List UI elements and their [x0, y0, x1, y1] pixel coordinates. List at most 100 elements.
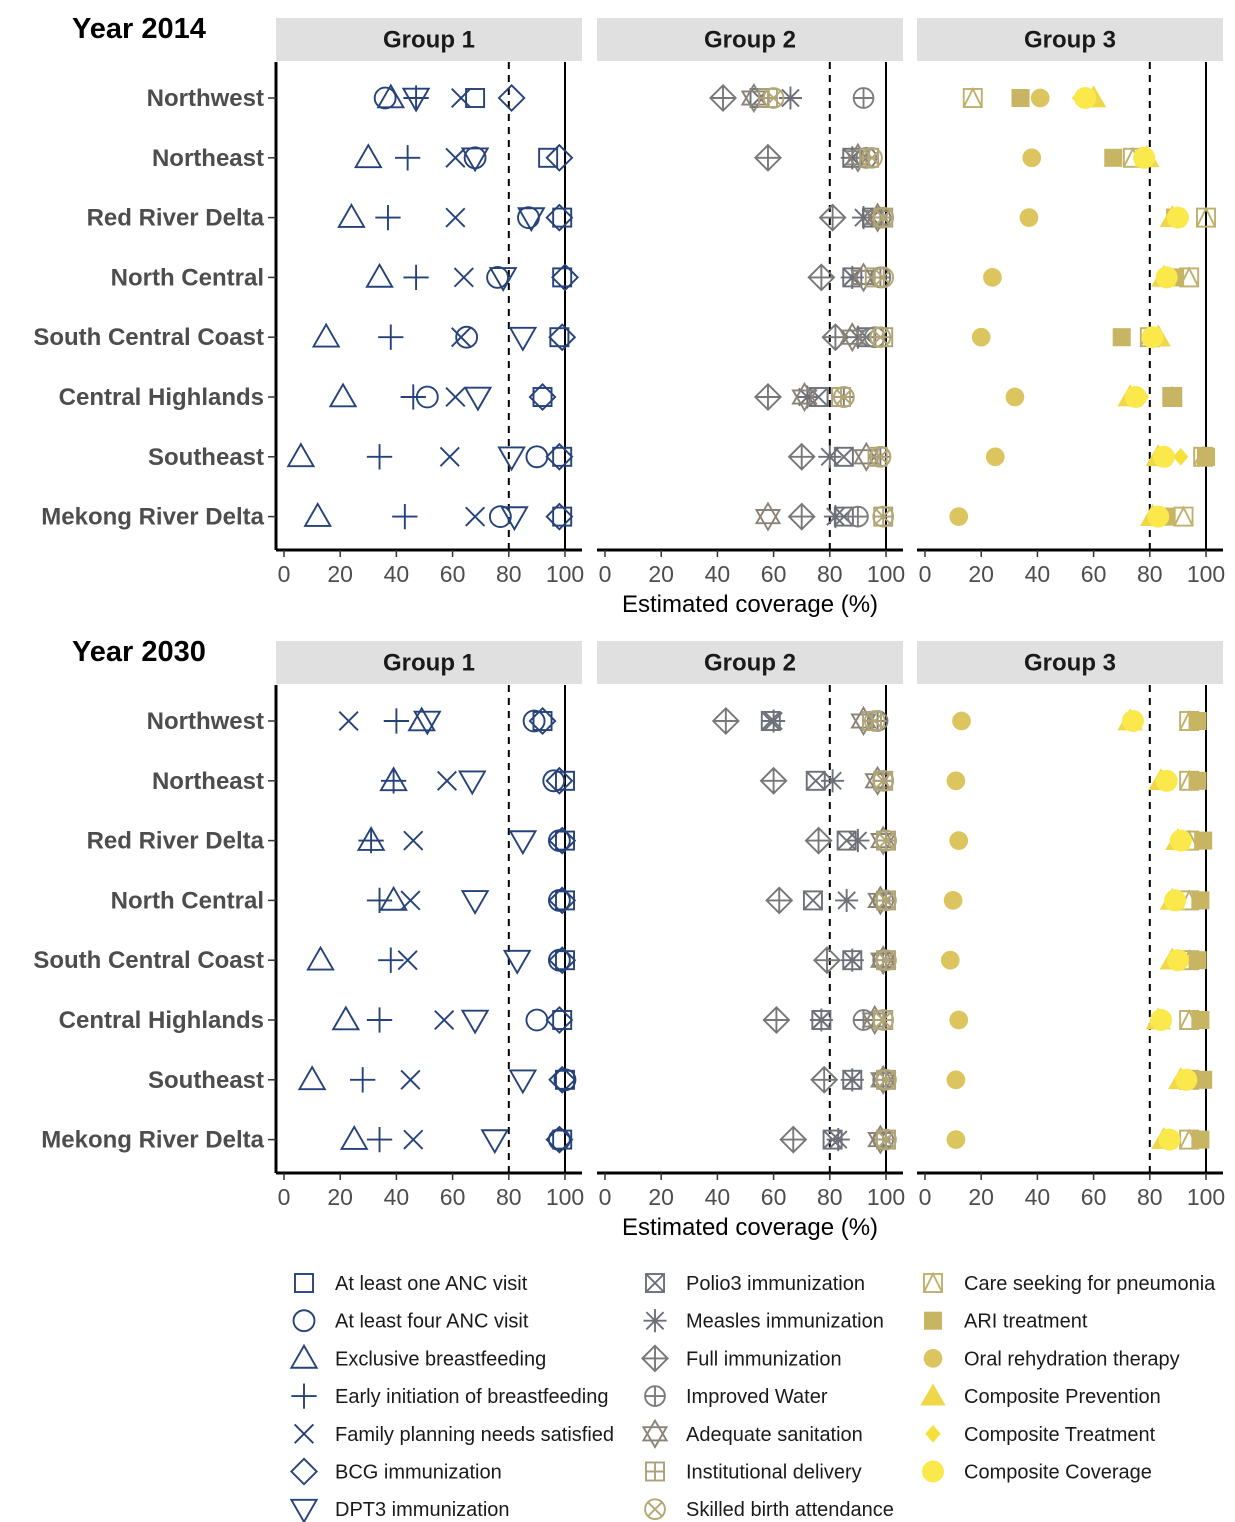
legend-key-composite-prevention [920, 1383, 946, 1406]
point-full-immunization [753, 143, 782, 172]
point-dpt3-immunization [463, 386, 493, 412]
point-bcg-immunization [548, 826, 577, 855]
point-measles-immunization [840, 265, 864, 289]
point-early-initiation-of-breastfeeding [400, 384, 426, 410]
legend-label: Composite Coverage [964, 1462, 1152, 1484]
point-at-least-four-anc-visit [373, 86, 397, 110]
point-exclusive-breastfeeding [354, 143, 383, 169]
point-dpt3-immunization [460, 890, 490, 915]
point-bcg-immunization [548, 886, 577, 915]
point-family-planning-needs-satisfied [400, 1069, 421, 1090]
point-polio3-immunization [802, 890, 823, 911]
point-early-initiation-of-breastfeeding [378, 947, 404, 973]
point-adequate-sanitation [839, 322, 866, 353]
legend-key-at-least-one-anc-visit [294, 1273, 314, 1293]
x-tick-label: 20 [968, 1184, 994, 1210]
point-measles-immunization [840, 146, 864, 170]
point-at-least-four-anc-visit [542, 769, 566, 793]
point-adequate-sanitation [853, 441, 880, 472]
point-family-planning-needs-satisfied [439, 446, 460, 467]
x-tick-label: 60 [440, 1184, 466, 1210]
point-at-least-four-anc-visit [525, 1008, 549, 1032]
point-bcg-immunization [548, 1065, 577, 1094]
point-skilled-birth-attendance [875, 1128, 897, 1151]
point-skilled-birth-attendance [762, 87, 785, 109]
point-oral-rehydration-therapy [1022, 148, 1042, 168]
point-dpt3-immunization [508, 1069, 538, 1095]
point-bcg-immunization [545, 442, 574, 471]
point-exclusive-breastfeeding [337, 203, 366, 228]
point-family-planning-needs-satisfied [445, 147, 466, 168]
x-tick-label: 0 [919, 561, 932, 587]
x-tick-label: 40 [705, 1184, 731, 1210]
point-early-initiation-of-breastfeeding [350, 1067, 376, 1093]
legend-label: Institutional delivery [686, 1462, 862, 1484]
point-oral-rehydration-therapy [946, 771, 966, 791]
point-dpt3-immunization [401, 87, 431, 113]
point-exclusive-breastfeeding [306, 945, 335, 971]
point-full-immunization [709, 84, 738, 112]
point-oral-rehydration-therapy [943, 891, 963, 910]
point-exclusive-breastfeeding [303, 502, 333, 527]
x-tick-label: 20 [327, 561, 353, 587]
point-composite-coverage [1175, 1068, 1198, 1091]
region-label: North Central [111, 264, 264, 291]
point-bcg-immunization [545, 766, 574, 795]
point-skilled-birth-attendance [869, 445, 892, 468]
point-bcg-immunization [528, 707, 557, 735]
facet-strip [597, 18, 903, 61]
point-oral-rehydration-therapy [946, 1070, 966, 1090]
point-oral-rehydration-therapy [983, 268, 1002, 287]
point-early-initiation-of-breastfeeding [392, 503, 418, 530]
point-care-seeking-for-pneumonia [962, 86, 983, 108]
legend-key-composite-coverage [922, 1460, 944, 1483]
point-full-immunization [787, 442, 816, 471]
point-bcg-immunization [548, 323, 577, 352]
point-composite-coverage [1147, 505, 1170, 528]
point-measles-immunization [818, 445, 842, 469]
point-measles-immunization [823, 505, 847, 529]
point-composite-coverage [1141, 326, 1164, 349]
point-oral-rehydration-therapy [985, 447, 1005, 467]
region-label: Northeast [152, 768, 264, 795]
facet-strip [917, 18, 1223, 61]
point-family-planning-needs-satisfied [445, 386, 466, 408]
legend-label: DPT3 immunization [335, 1499, 510, 1521]
point-at-least-one-anc-visit [552, 207, 573, 228]
point-full-immunization [804, 826, 833, 855]
point-bcg-immunization [545, 1125, 574, 1154]
x-tick-label: 100 [546, 561, 584, 587]
point-at-least-four-anc-visit [525, 445, 549, 469]
point-at-least-four-anc-visit [463, 146, 487, 170]
legend-key-institutional-delivery [645, 1461, 665, 1482]
point-ari-treatment [1188, 711, 1207, 731]
point-bcg-immunization [545, 143, 574, 172]
facet-strip-label: Group 2 [704, 27, 796, 54]
x-tick-label: 40 [384, 561, 410, 587]
facet-strip-label: Group 1 [383, 27, 475, 54]
point-family-planning-needs-satisfied [403, 830, 424, 851]
point-dpt3-immunization [488, 267, 518, 292]
point-measles-immunization [840, 948, 864, 972]
point-composite-coverage [1169, 829, 1192, 852]
point-dpt3-immunization [413, 710, 442, 736]
point-early-initiation-of-breastfeeding [403, 264, 429, 291]
legend-key-family-planning-needs-satisfied [293, 1423, 315, 1444]
x-tick-label: 60 [440, 561, 466, 587]
point-at-least-one-anc-visit [552, 446, 573, 467]
region-label: Central Highlands [59, 384, 264, 411]
point-ari-treatment [1191, 891, 1210, 910]
point-at-least-one-anc-visit [552, 506, 573, 527]
x-tick-label: 80 [1137, 1184, 1163, 1210]
x-tick-label: 40 [705, 561, 731, 587]
facet-strip [917, 641, 1223, 684]
legend-label: Family planning needs satisfied [335, 1424, 614, 1446]
point-dpt3-immunization [508, 830, 538, 856]
region-label: South Central Coast [33, 324, 264, 351]
point-oral-rehydration-therapy [952, 711, 971, 731]
x-tick-label: 0 [919, 1184, 932, 1210]
region-label: Northeast [152, 145, 264, 172]
legend-label: BCG immunization [335, 1462, 502, 1484]
point-at-least-one-anc-visit [552, 267, 573, 288]
point-oral-rehydration-therapy [946, 1130, 966, 1149]
